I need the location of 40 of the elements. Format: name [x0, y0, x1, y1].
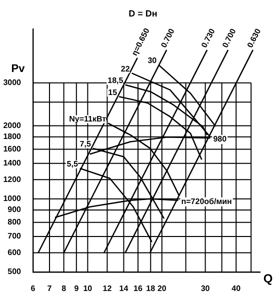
- text: 0.730: [200, 26, 218, 50]
- series-label: 5,5: [66, 160, 78, 169]
- x-tick-label: 9: [74, 284, 80, 292]
- y-tick-label: 700: [8, 232, 22, 241]
- y-tick-label: 2000: [3, 120, 22, 130]
- y-tick-label: 1600: [3, 144, 22, 154]
- x-tick-label: 14: [119, 284, 129, 292]
- text: 0.700: [159, 26, 177, 50]
- series-label: 15: [108, 88, 118, 97]
- y-tick-label: 600: [8, 248, 22, 257]
- series-label: n=720об/мин: [181, 197, 232, 206]
- chart-title: D = Dн: [128, 8, 158, 18]
- series-label: 7,5: [80, 140, 92, 149]
- y-tick-label: 500: [8, 267, 22, 276]
- y-tick-label: 3000: [3, 78, 22, 88]
- y-tick-label: 800: [8, 218, 22, 227]
- series-label: 30: [148, 56, 158, 66]
- x-tick-label: 8: [62, 284, 67, 292]
- y-axis-title: Pv: [11, 62, 26, 75]
- series-label: 980: [213, 134, 228, 144]
- x-tick-label: 30: [200, 284, 210, 292]
- y-tick-label: 1400: [3, 158, 22, 168]
- x-tick-label: 10: [83, 284, 93, 292]
- x-tick-label: 40: [232, 284, 242, 292]
- x-tick-label: 6: [30, 284, 36, 292]
- y-tick-label: 1800: [3, 132, 22, 142]
- x-tick-label: 12: [102, 284, 112, 292]
- x-tick-label: 16: [134, 284, 144, 292]
- y-tick-label: 1000: [3, 194, 22, 204]
- text: 0.630: [246, 26, 263, 50]
- y-tick-label: 900: [8, 205, 22, 214]
- x-tick-label: 20: [157, 284, 167, 292]
- x-axis-title: Q: [263, 271, 273, 286]
- series-label: 18,5: [108, 76, 124, 86]
- x-tick-label: 18: [146, 284, 156, 292]
- series-label: 22: [120, 64, 130, 74]
- text: 0.700: [220, 26, 238, 50]
- y-tick-label: 1200: [3, 174, 22, 184]
- series-label: Ny=11кВт: [69, 114, 106, 124]
- x-tick-label: 7: [47, 284, 52, 292]
